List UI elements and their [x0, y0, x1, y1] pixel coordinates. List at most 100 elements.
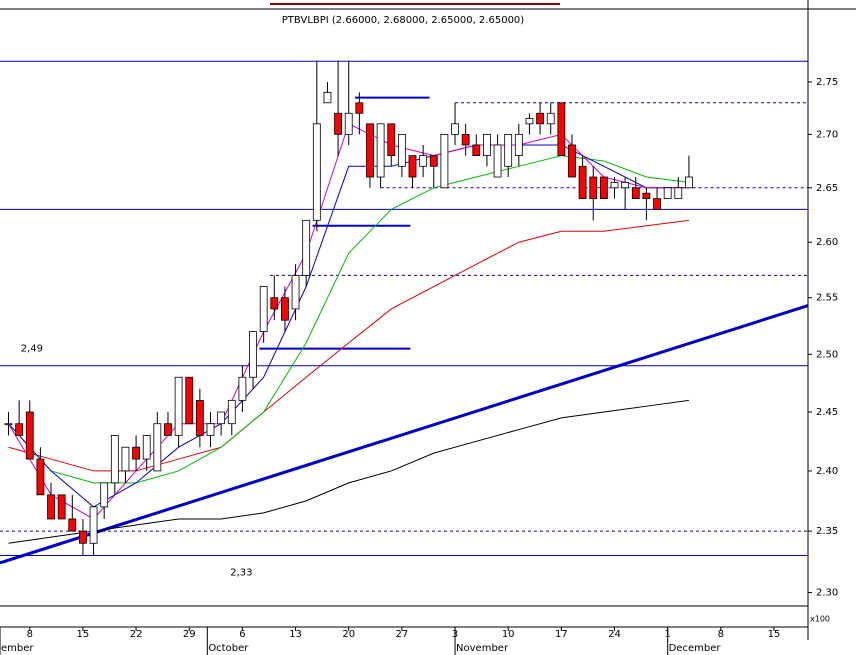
month-label: December: [669, 643, 722, 654]
y-tick-label: 2.75: [816, 77, 838, 88]
candle-body: [249, 331, 257, 378]
candle-body: [100, 482, 109, 508]
x-tick-label: 8: [27, 629, 33, 640]
level-label: 2,33: [230, 568, 252, 579]
candle-body: [89, 506, 98, 544]
candle-body: [589, 176, 598, 199]
candle-body: [642, 192, 651, 199]
candle-body: [536, 112, 544, 125]
volume-axis-label: x100: [810, 615, 830, 624]
candle-body: [281, 297, 289, 321]
candle-body: [206, 423, 215, 436]
y-tick-label: 2.65: [816, 183, 838, 194]
candle-body: [132, 446, 140, 460]
candle-body: [610, 181, 619, 189]
x-tick-label: 17: [555, 629, 568, 640]
candle-body: [653, 198, 661, 210]
level-label: 2,49: [21, 344, 43, 355]
candle-body: [36, 458, 45, 496]
month-label: October: [208, 643, 249, 654]
candle-body: [121, 446, 130, 472]
x-tick-label: 29: [183, 629, 196, 640]
candle-body: [25, 411, 34, 460]
candle-body: [312, 123, 321, 221]
candle-body: [472, 144, 481, 157]
x-tick-label: 8: [718, 629, 724, 640]
candle-body: [366, 123, 374, 178]
candle-body: [451, 123, 459, 135]
candle-body: [217, 411, 226, 425]
candle-body: [195, 399, 204, 436]
chart-title: PTBVLBPI (2.66000, 2.68000, 2.65000, 2.6…: [282, 15, 525, 26]
candle-body: [164, 423, 172, 436]
candle-body: [47, 494, 55, 520]
candle-body: [185, 376, 194, 425]
candle-body: [153, 423, 162, 472]
x-tick-label: 27: [396, 629, 409, 640]
candle-body: [4, 423, 13, 426]
y-tick-label: 2.45: [816, 407, 838, 418]
candle-body: [355, 102, 364, 114]
candle-body: [685, 176, 693, 189]
candle-body: [578, 165, 587, 199]
candle-body: [15, 423, 24, 436]
candle-body: [57, 494, 66, 520]
x-tick-label: 22: [130, 629, 143, 640]
candle-body: [631, 187, 640, 199]
x-tick-label: 24: [608, 629, 621, 640]
candle-body: [557, 102, 566, 157]
x-tick-label: 6: [239, 629, 245, 640]
month-label: ember: [1, 643, 34, 654]
candle-body: [440, 133, 449, 189]
candle-body: [514, 133, 523, 157]
y-tick-label: 2.55: [816, 293, 838, 304]
candle-body: [461, 133, 470, 146]
candle-body: [419, 155, 428, 167]
candle-body: [291, 274, 300, 310]
candle-body: [238, 376, 247, 401]
y-tick-label: 2.70: [816, 129, 838, 140]
x-tick-label: 13: [289, 629, 302, 640]
average-line: [8, 399, 689, 544]
y-tick-label: 2.40: [816, 466, 838, 477]
candle-body: [110, 435, 119, 484]
candle-body: [68, 518, 77, 532]
candle-body: [429, 155, 438, 167]
x-tick-label: 15: [77, 629, 90, 640]
y-tick-label: 2.35: [816, 526, 838, 537]
candle-body: [227, 399, 236, 425]
x-tick-label: 20: [342, 629, 355, 640]
candle-body: [142, 435, 151, 460]
y-tick-label: 2.30: [816, 588, 838, 599]
candle-body: [546, 112, 555, 125]
candle-body: [663, 187, 672, 199]
candle-body: [79, 530, 87, 544]
candle-body: [568, 144, 576, 178]
candle-body: [302, 219, 311, 276]
candle-body: [259, 286, 268, 332]
candle-body: [397, 133, 406, 167]
candle-body: [270, 297, 279, 310]
candle-body: [483, 133, 491, 157]
x-tick-label: 10: [502, 629, 515, 640]
candle-body: [344, 112, 353, 135]
candle-body: [599, 176, 608, 199]
candle-body: [674, 187, 683, 199]
trend-line: [0, 304, 809, 565]
candle-body: [504, 133, 513, 167]
candle-body: [493, 144, 502, 178]
candle-body: [323, 91, 332, 104]
candle-body: [334, 112, 342, 135]
y-tick-label: 2.60: [816, 237, 838, 248]
x-tick-label: 15: [768, 629, 781, 640]
candle-body: [621, 181, 630, 189]
month-label: November: [456, 643, 509, 654]
candle-body: [174, 376, 183, 436]
candle-body: [525, 118, 534, 125]
candle-body: [408, 155, 417, 178]
candle-body: [376, 123, 385, 178]
y-tick-label: 2.50: [816, 349, 838, 360]
candle-body: [387, 123, 396, 157]
